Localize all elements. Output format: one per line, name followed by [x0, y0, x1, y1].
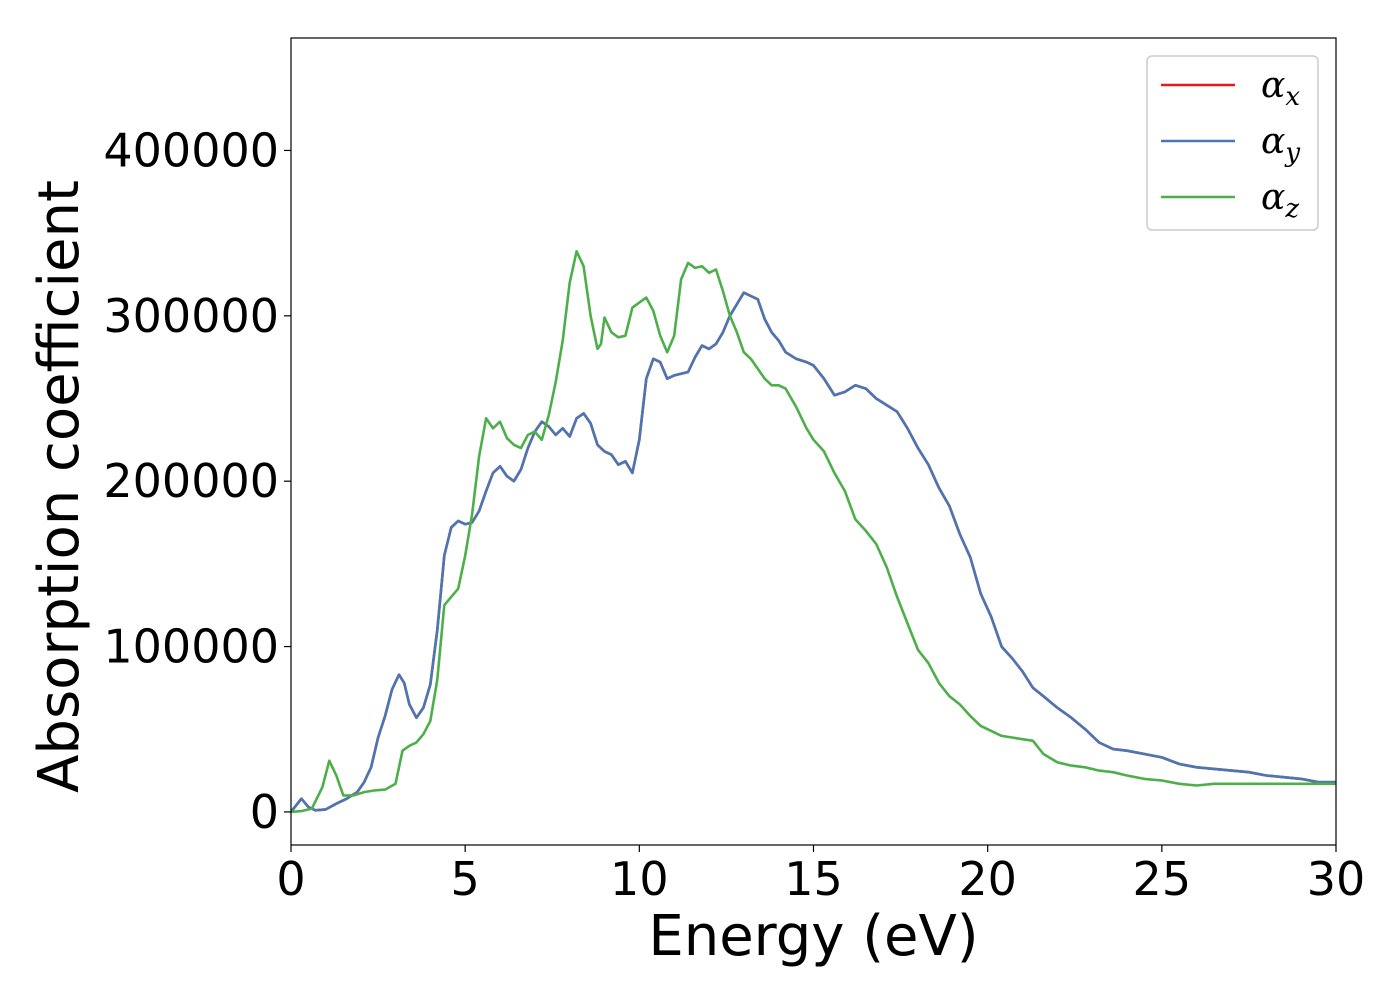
x-tick-label: 20 — [958, 852, 1017, 906]
y-tick-label: 300000 — [103, 289, 279, 343]
x-ticks: 0 5 10 15 20 25 30 — [276, 845, 1365, 906]
x-tick-label: 0 — [276, 852, 305, 906]
legend: αx αy αz — [1146, 55, 1319, 231]
y-ticks: 0 100000 200000 300000 400000 — [103, 123, 291, 839]
y-tick-label: 100000 — [103, 620, 279, 674]
y-axis-title: Absorption coefficient — [27, 180, 92, 793]
series-line-alpha-y — [291, 291, 1336, 813]
legend-label-alpha-y: αy — [1261, 121, 1300, 168]
x-tick-label: 15 — [784, 852, 843, 906]
x-axis-title: Energy (eV) — [648, 904, 978, 969]
x-tick-label: 30 — [1307, 852, 1366, 906]
series-group — [291, 250, 1336, 814]
legend-label-alpha-z: αz — [1261, 177, 1299, 224]
legend-label-alpha-x: αx — [1261, 65, 1300, 112]
y-tick-label: 0 — [250, 785, 279, 839]
x-tick-label: 10 — [610, 852, 669, 906]
series-line-alpha-z — [291, 250, 1336, 814]
y-tick-label: 400000 — [103, 123, 279, 177]
legend-frame — [1146, 55, 1319, 231]
x-tick-label: 5 — [451, 852, 480, 906]
y-tick-label: 200000 — [103, 454, 279, 508]
x-tick-label: 25 — [1133, 852, 1192, 906]
